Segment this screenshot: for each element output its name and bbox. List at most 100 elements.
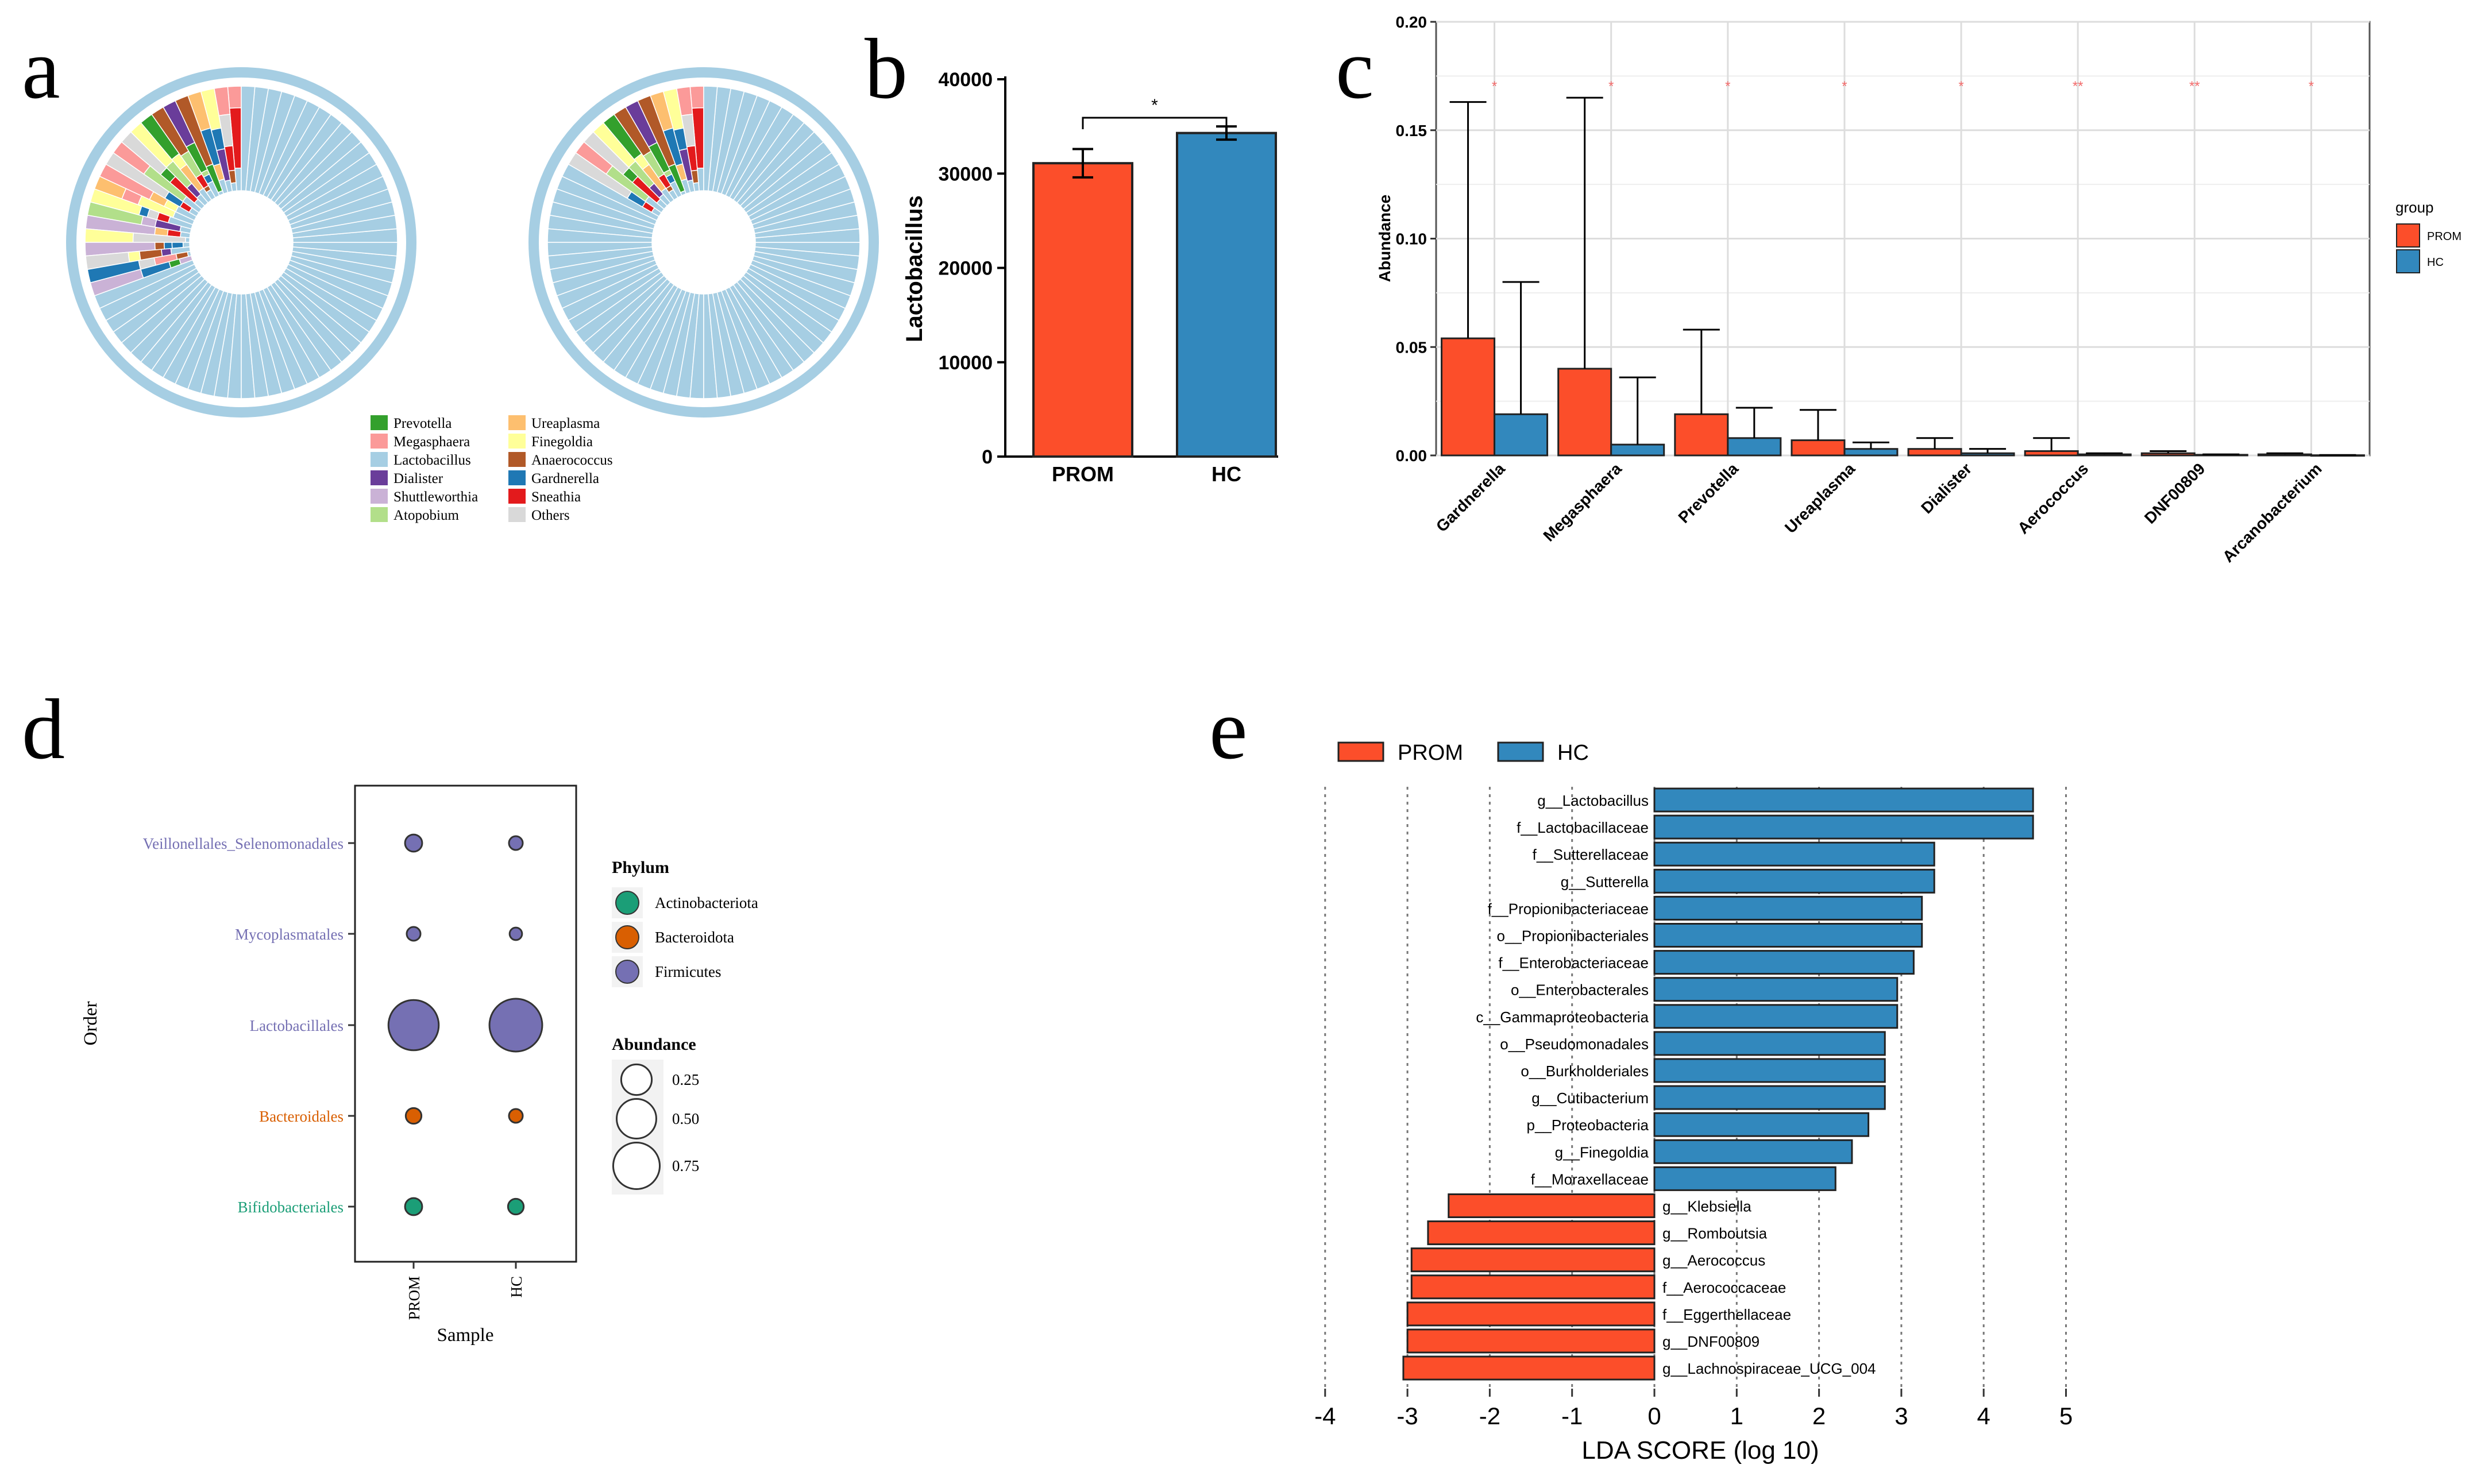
legend-swatch-PROM bbox=[2396, 223, 2420, 248]
y-tick-label: 30000 bbox=[938, 163, 993, 185]
x-tick-label: DNF00809 bbox=[2141, 459, 2209, 527]
panel-label-a: a bbox=[22, 21, 60, 117]
x-tick-label: 4 bbox=[1977, 1402, 1990, 1429]
legend-label: Prevotella bbox=[393, 416, 452, 431]
bar-HC-Ureaplasma bbox=[1843, 448, 1899, 457]
panel-a-circular-stacked-bars bbox=[66, 67, 879, 418]
x-tick-label: 1 bbox=[1730, 1402, 1743, 1429]
bubble-PROM-Mycoplasmatales bbox=[406, 926, 422, 942]
lda-bar bbox=[1653, 868, 1935, 894]
significance-bracket bbox=[1082, 117, 1228, 129]
lda-bar-label: f__Aerococcaceae bbox=[1662, 1279, 1786, 1296]
bubble-PROM-Lactobacillales bbox=[387, 999, 440, 1052]
y-axis-title: Order bbox=[80, 1002, 101, 1046]
panel-label-d: d bbox=[22, 682, 65, 777]
bubble-HC-Bacteroidales bbox=[508, 1108, 524, 1124]
bubble-HC-Bifidobacteriales bbox=[507, 1197, 525, 1216]
legend-label: Gardnerella bbox=[531, 471, 599, 486]
legend-swatch bbox=[371, 434, 388, 449]
legend-size-circle bbox=[612, 1141, 661, 1191]
lda-bar bbox=[1427, 1220, 1656, 1246]
bubble-PROM-Veillonellales_Selenomonadales bbox=[404, 833, 423, 853]
legend-swatch-HC bbox=[1497, 741, 1544, 762]
panel-label-e: e bbox=[1209, 682, 1248, 777]
x-tick-label: PROM bbox=[406, 1276, 423, 1320]
lda-bar bbox=[1653, 1085, 1886, 1110]
x-axis-title: LDA SCORE (log 10) bbox=[1581, 1436, 1819, 1464]
legend-label: Finegoldia bbox=[531, 434, 593, 450]
legend-swatch-HC bbox=[2396, 249, 2420, 273]
lda-bar bbox=[1406, 1301, 1656, 1327]
bar-PROM-DNF00809 bbox=[2140, 452, 2196, 457]
bar-PROM-Ureaplasma bbox=[1791, 439, 1846, 457]
lda-bar bbox=[1653, 1166, 1836, 1191]
bar-HC-Prevotella bbox=[1727, 437, 1782, 457]
panel-label-c: c bbox=[1336, 21, 1374, 117]
y-tick-label: 10000 bbox=[938, 352, 993, 374]
legend-phylum-dot bbox=[615, 891, 639, 915]
bubble-HC-Veillonellales_Selenomonadales bbox=[508, 835, 524, 851]
lda-bar-label: f__Propionibacteriaceae bbox=[1488, 900, 1649, 917]
y-tick-label: 0 bbox=[982, 446, 993, 468]
x-tick-label: HC bbox=[508, 1276, 525, 1298]
x-tick-label: Aerococcus bbox=[2014, 459, 2092, 537]
bubble-PROM-Bacteroidales bbox=[404, 1107, 423, 1125]
lda-bar bbox=[1653, 1112, 1870, 1137]
y-axis-title: Abundance bbox=[1376, 195, 1394, 282]
bar-PROM-Megasphaera bbox=[1557, 368, 1612, 457]
bar-HC-Dialister bbox=[1960, 452, 2015, 457]
x-tick-label: Dialister bbox=[1917, 459, 1975, 517]
x-tick-label: 2 bbox=[1812, 1402, 1826, 1429]
lda-bar bbox=[1410, 1247, 1656, 1273]
slice-segment bbox=[689, 86, 704, 109]
y-tick-label: 0.00 bbox=[1396, 447, 1427, 465]
x-tick-label: -4 bbox=[1314, 1402, 1336, 1429]
lda-bar-label: c__Gammaproteobacteria bbox=[1476, 1008, 1649, 1026]
bubble-PROM-Bifidobacteriales bbox=[404, 1197, 423, 1216]
x-tick-label: Prevotella bbox=[1675, 459, 1742, 527]
legend-swatch bbox=[371, 452, 388, 467]
legend-phylum-label: Actinobacteriota bbox=[655, 894, 758, 911]
significance-star: * bbox=[1151, 96, 1158, 115]
lda-bar bbox=[1653, 841, 1935, 867]
lda-bar bbox=[1653, 1058, 1886, 1083]
legend-size-title: Abundance bbox=[612, 1035, 696, 1054]
legend-label: Ureaplasma bbox=[531, 416, 600, 431]
lda-bar-label: g__DNF00809 bbox=[1662, 1333, 1760, 1350]
legend-size-label: 0.75 bbox=[672, 1157, 699, 1174]
legend-swatch bbox=[371, 507, 388, 522]
lda-bar bbox=[1406, 1328, 1656, 1354]
lda-bar-label: f__Sutterellaceae bbox=[1533, 846, 1649, 863]
lda-bar bbox=[1653, 895, 1923, 921]
legend-label: Atopobium bbox=[393, 508, 459, 523]
bar-HC-Gardnerella bbox=[1494, 413, 1549, 457]
legend-label: Megasphaera bbox=[393, 434, 470, 450]
significance-marker: ** bbox=[2073, 79, 2084, 94]
legend-size-label: 0.50 bbox=[672, 1110, 699, 1127]
legend-swatch-PROM bbox=[1337, 741, 1384, 762]
legend-label-PROM: PROM bbox=[1398, 741, 1463, 765]
lda-bar-label: g__Sutterella bbox=[1561, 873, 1649, 890]
bubble-HC-Lactobacillales bbox=[488, 998, 543, 1053]
significance-marker: * bbox=[1608, 79, 1614, 94]
bar-PROM bbox=[1032, 162, 1133, 458]
x-tick-label: Gardnerella bbox=[1433, 459, 1508, 535]
panel-b-bar-chart: 0 10000 20000 30000 40000 Lactobacillus PROM HC… bbox=[902, 69, 1278, 486]
legend-label: Sneathia bbox=[531, 489, 581, 505]
significance-marker: * bbox=[1725, 79, 1730, 94]
y-tick-label: 0.05 bbox=[1396, 338, 1427, 356]
x-tick-label: -3 bbox=[1396, 1402, 1418, 1429]
legend-size-circle bbox=[620, 1063, 653, 1096]
lda-bar-label: g__Lachnospiraceae_UCG_004 bbox=[1662, 1360, 1876, 1377]
lda-bar-label: f__Lactobacillaceae bbox=[1517, 819, 1649, 836]
panel-label-b: b bbox=[865, 21, 908, 117]
slice-segment bbox=[227, 86, 242, 109]
legend-phylum-label: Firmicutes bbox=[655, 963, 722, 980]
y-tick-label: 0.10 bbox=[1396, 230, 1427, 248]
lda-bar-label: o__Enterobacterales bbox=[1511, 981, 1649, 999]
order-label: Bifidobacteriales bbox=[238, 1199, 344, 1216]
significance-marker: ** bbox=[2189, 79, 2200, 94]
significance-marker: * bbox=[1842, 79, 1847, 94]
significance-marker: * bbox=[1492, 79, 1497, 94]
